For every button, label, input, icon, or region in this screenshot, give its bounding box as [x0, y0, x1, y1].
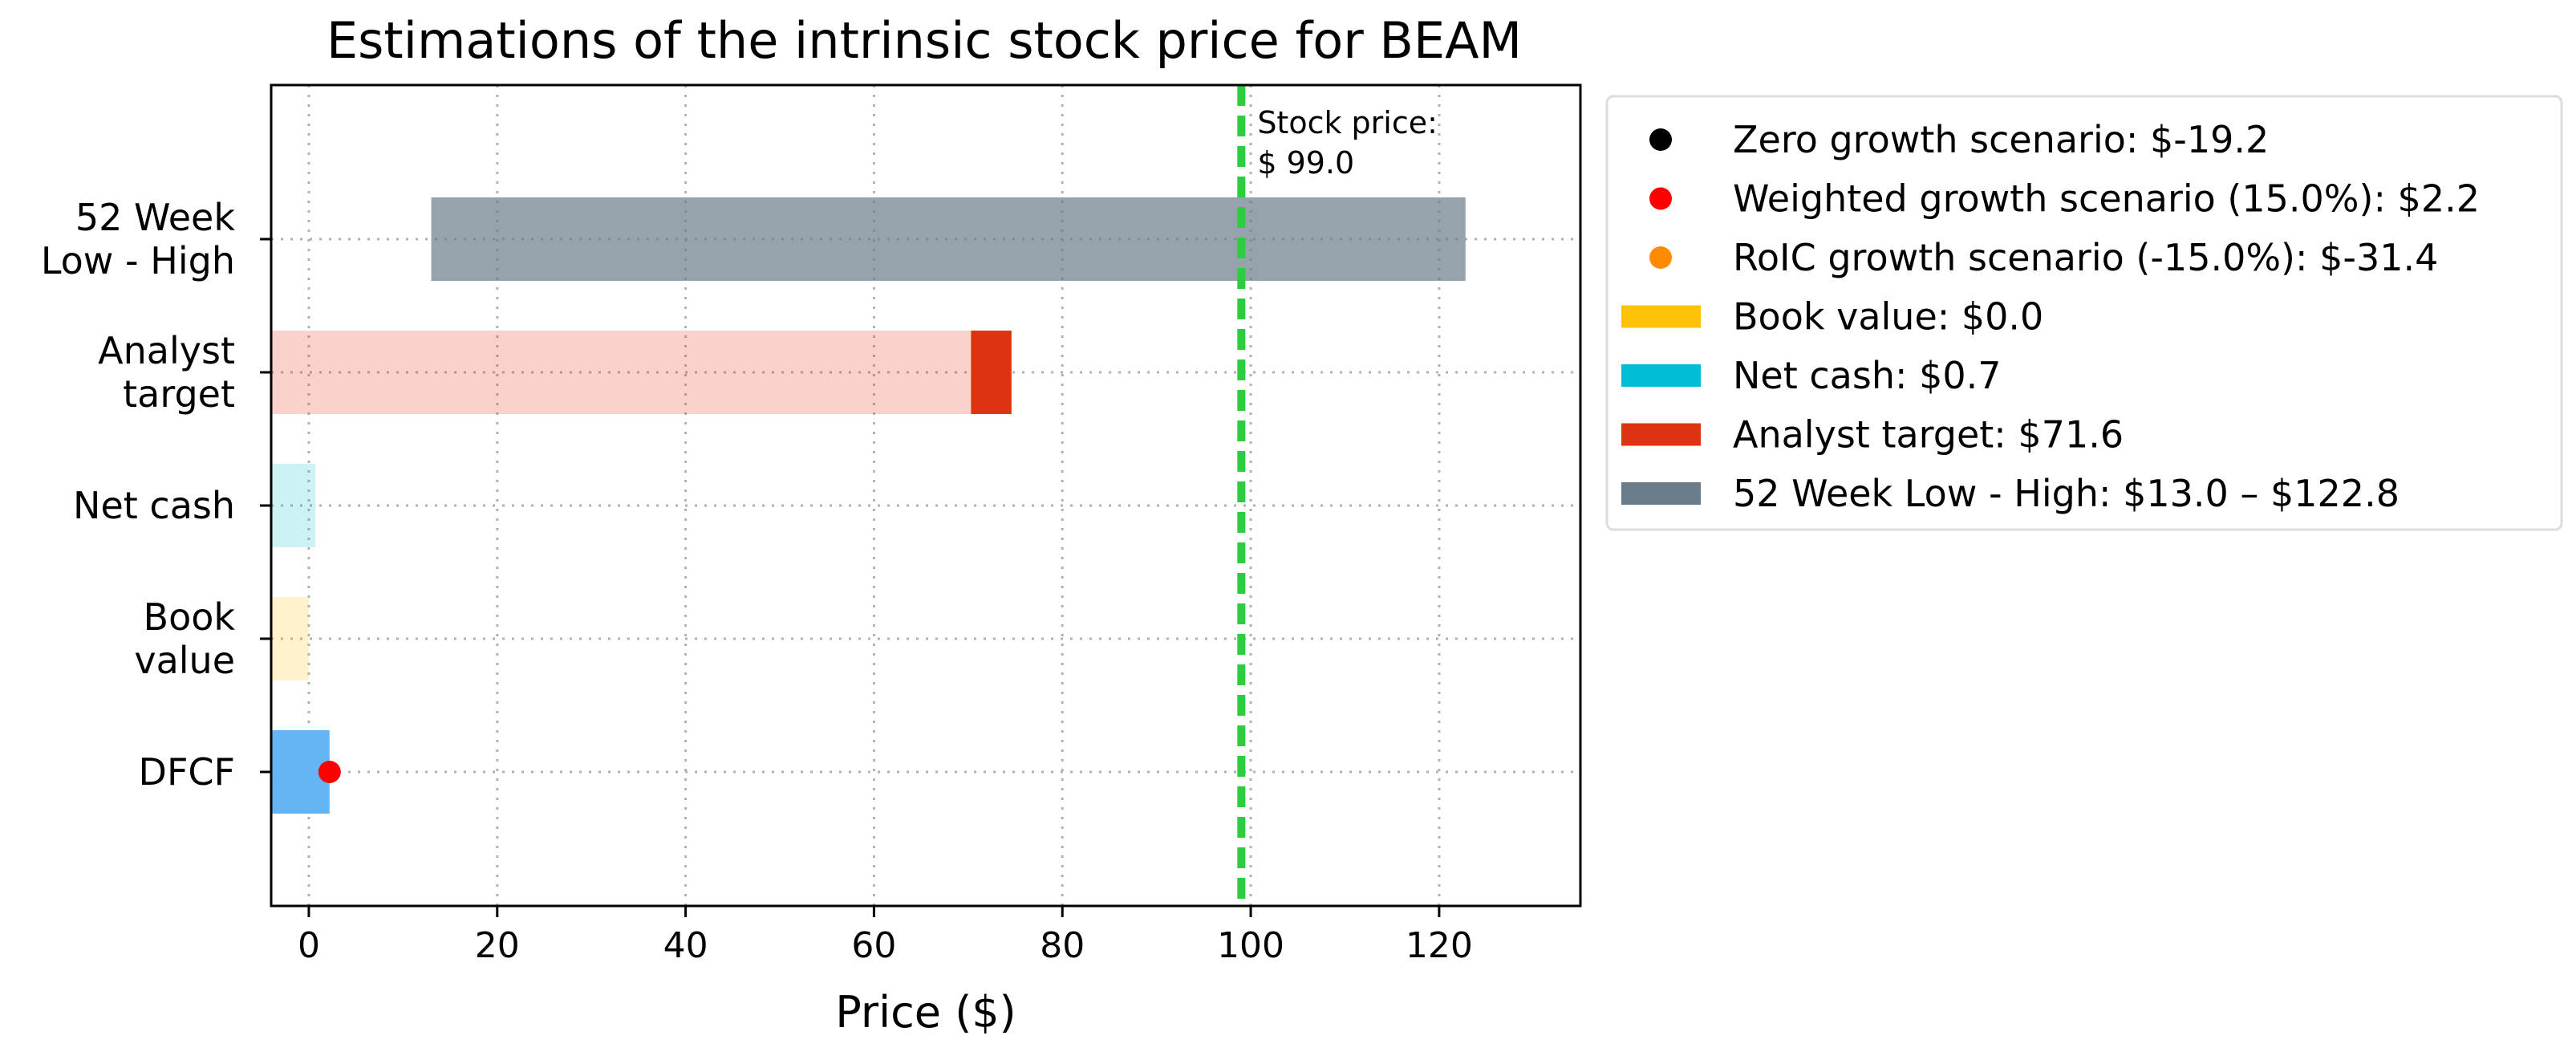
x-tick-label: 60	[851, 925, 896, 966]
bars	[271, 197, 1466, 814]
legend-marker	[1649, 246, 1672, 269]
plot-frame	[270, 83, 1582, 908]
legend-label: Net cash: $0.7	[1733, 354, 2002, 397]
legend-label: Analyst target: $71.6	[1733, 413, 2124, 457]
x-tick-label: 20	[475, 925, 520, 966]
x-tick-label: 80	[1040, 925, 1085, 966]
bar-range52	[431, 197, 1466, 281]
bar-book	[271, 597, 309, 680]
chart-title: Estimations of the intrinsic stock price…	[327, 11, 1522, 70]
legend-swatch	[1621, 364, 1701, 387]
legend-marker	[1649, 128, 1672, 151]
y-tick-label: Analyst	[98, 329, 235, 372]
bar-analyst	[271, 331, 972, 414]
legend-frame	[1605, 95, 2563, 531]
y-tick-label: Low - High	[41, 239, 235, 282]
point-dfcf	[318, 761, 341, 783]
stock-price-reference: Stock price: $ 99.0	[1237, 85, 1438, 906]
y-tick-label: Book	[144, 595, 236, 639]
x-tick-label: 40	[663, 925, 708, 966]
legend-marker	[1649, 187, 1672, 210]
legend-swatch	[1621, 482, 1701, 505]
legend-swatch	[1621, 305, 1701, 328]
legend-label: RoIC growth scenario (-15.0%): $-31.4	[1733, 236, 2438, 279]
stock-price-label: Stock price:	[1257, 105, 1438, 140]
legend: Zero growth scenario: $-19.2 Weighted gro…	[1605, 95, 2563, 531]
x-tick-label: 100	[1217, 925, 1284, 966]
legend-label: Weighted growth scenario (15.0%): $2.2	[1733, 177, 2480, 221]
x-tick-label: 0	[298, 925, 320, 966]
legend-label: Zero growth scenario: $-19.2	[1733, 118, 2269, 161]
x-axis-label: Price ($)	[835, 987, 1016, 1038]
y-tick-label: Net cash	[73, 484, 235, 527]
y-tick-label: DFCF	[139, 750, 235, 794]
x-tick-label: 120	[1406, 925, 1473, 966]
legend-swatch	[1621, 423, 1701, 446]
stock-price-label: $ 99.0	[1257, 145, 1354, 181]
y-tick-label: 52 Week	[75, 196, 236, 239]
bar-analyst	[971, 331, 1012, 414]
legend-label: Book value: $0.0	[1733, 295, 2043, 339]
scenario-points	[318, 761, 341, 783]
y-tick-label: value	[134, 639, 235, 682]
y-tick-label: target	[123, 372, 235, 416]
x-axis: 0 20 40 60 80 100 120	[298, 906, 1473, 966]
legend-label: 52 Week Low - High: $13.0 – $122.8	[1733, 472, 2400, 515]
bar-cash	[271, 464, 316, 547]
